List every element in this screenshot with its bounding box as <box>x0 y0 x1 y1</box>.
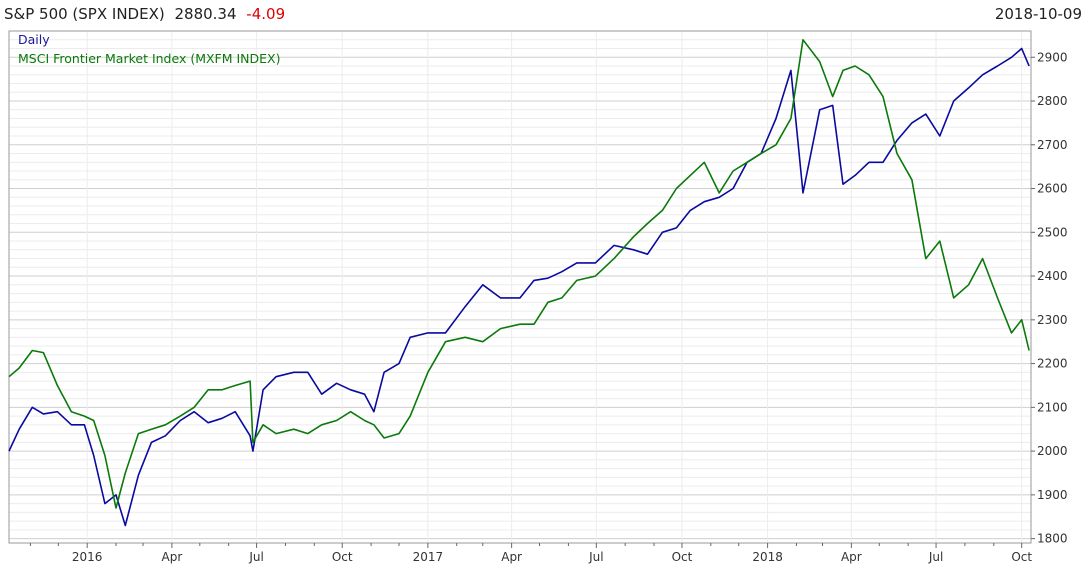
y-tick-label: 2500 <box>1037 225 1068 239</box>
y-tick-label: 1800 <box>1037 532 1068 546</box>
y-tick-label: 2600 <box>1037 182 1068 196</box>
x-tick-label: Apr <box>501 550 522 564</box>
y-tick-label: 2300 <box>1037 313 1068 327</box>
mxfm-series-line <box>8 38 1030 509</box>
x-tick-label: Jul <box>588 550 603 564</box>
x-tick-label: Jul <box>928 550 943 564</box>
x-tick-label: Jul <box>248 550 263 564</box>
x-tick-label: 2017 <box>413 550 444 564</box>
legend-series-label: MSCI Frontier Market Index (MXFM INDEX) <box>18 51 281 66</box>
plot-frame <box>8 30 1032 544</box>
x-tick-label: 2016 <box>72 550 103 564</box>
chart-header: S&P 500 (SPX INDEX) 2880.34 -4.09 <box>4 5 285 23</box>
y-tick-label: 2700 <box>1037 138 1068 152</box>
y-tick-label: 2400 <box>1037 269 1068 283</box>
index-price: 2880.34 <box>174 5 236 23</box>
x-tick-label: Apr <box>162 550 183 564</box>
y-tick-label: 2100 <box>1037 400 1068 414</box>
x-tick-label: 2018 <box>752 550 783 564</box>
x-tick-label: Oct <box>332 550 353 564</box>
y-tick-label: 2200 <box>1037 357 1068 371</box>
y-tick-label: 2900 <box>1037 50 1068 64</box>
header-date: 2018-10-09 <box>995 5 1082 23</box>
x-tick-label: Apr <box>841 550 862 564</box>
y-tick-label: 2800 <box>1037 94 1068 108</box>
axes: 1800 1900 2000 2100 2200 2300 2400 2500 2600 2700… <box>29 50 1068 564</box>
grid <box>9 30 1031 543</box>
spx-series-line <box>8 47 1030 527</box>
index-title: S&P 500 (SPX INDEX) <box>4 5 165 23</box>
index-change: -4.09 <box>246 5 285 23</box>
y-tick-label: 1900 <box>1037 488 1068 502</box>
y-tick-label: 2000 <box>1037 444 1068 458</box>
legend-period: Daily <box>18 32 50 47</box>
x-tick-label: Oct <box>1011 550 1032 564</box>
series-layer <box>8 38 1030 527</box>
x-tick-label: Oct <box>672 550 693 564</box>
